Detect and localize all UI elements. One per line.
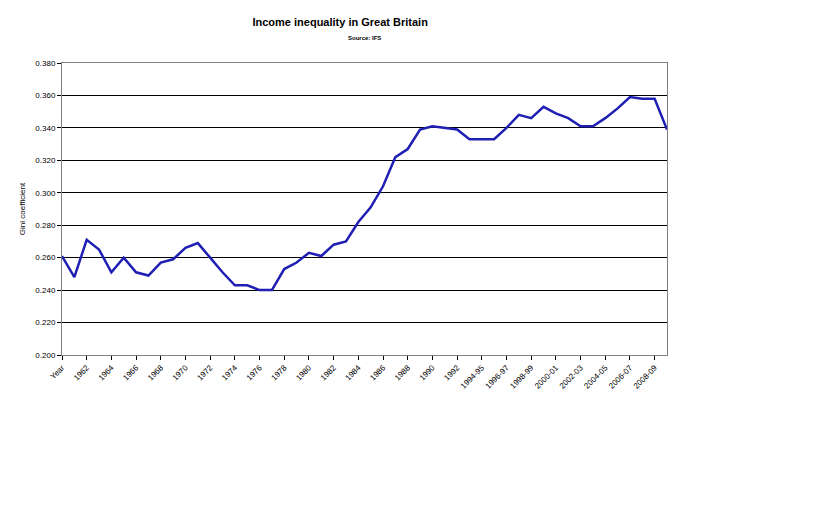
svg-text:2002-03: 2002-03 [558,363,586,391]
svg-text:2006-07: 2006-07 [607,363,635,391]
svg-text:1982: 1982 [319,363,338,382]
svg-text:2000-01: 2000-01 [533,363,561,391]
svg-text:Year: Year [48,363,66,381]
svg-text:1992: 1992 [442,363,461,382]
svg-text:1986: 1986 [368,363,387,382]
svg-text:1996-97: 1996-97 [484,363,512,391]
svg-text:0.300: 0.300 [35,189,56,198]
svg-text:0.280: 0.280 [35,221,56,230]
svg-text:1966: 1966 [121,363,140,382]
svg-text:2004-05: 2004-05 [582,363,610,391]
svg-text:1990: 1990 [418,363,437,382]
svg-text:1994-95: 1994-95 [459,363,487,391]
svg-text:2008-09: 2008-09 [632,363,660,391]
svg-text:1964: 1964 [97,363,116,382]
svg-text:1972: 1972 [195,363,214,382]
svg-text:Gini coefficient: Gini coefficient [18,182,27,235]
svg-text:0.240: 0.240 [35,286,56,295]
svg-text:0.200: 0.200 [35,351,56,360]
svg-text:0.340: 0.340 [35,124,56,133]
svg-text:1980: 1980 [294,363,313,382]
svg-text:0.380: 0.380 [35,59,56,68]
svg-text:1998-99: 1998-99 [508,363,536,391]
svg-text:1978: 1978 [270,363,289,382]
svg-text:1974: 1974 [220,363,239,382]
svg-text:0.320: 0.320 [35,156,56,165]
svg-text:1976: 1976 [245,363,264,382]
svg-text:1970: 1970 [171,363,190,382]
svg-text:0.260: 0.260 [35,253,56,262]
svg-text:Source: IFS: Source: IFS [348,35,381,41]
svg-text:1962: 1962 [72,363,91,382]
svg-text:1984: 1984 [344,363,363,382]
svg-text:1968: 1968 [146,363,165,382]
svg-text:0.360: 0.360 [35,91,56,100]
svg-text:0.220: 0.220 [35,318,56,327]
svg-text:Income inequality in Great Bri: Income inequality in Great Britain [252,16,428,28]
svg-text:1988: 1988 [393,363,412,382]
